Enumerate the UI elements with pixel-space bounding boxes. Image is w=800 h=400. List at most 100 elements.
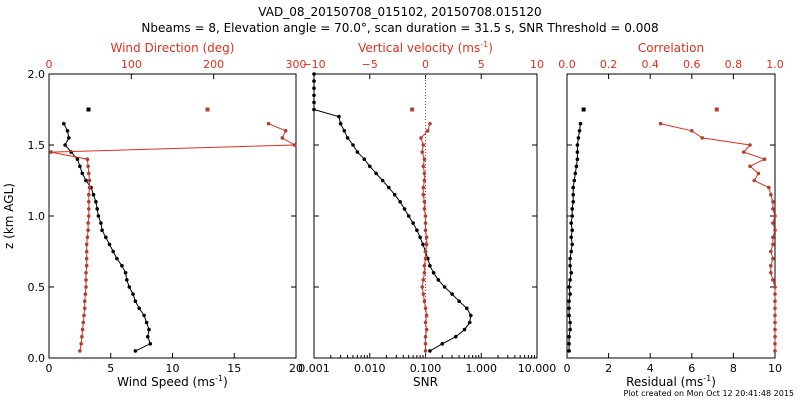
wind-wind-speed-point: [115, 256, 119, 261]
wind-top-tick-label: 0: [46, 58, 53, 71]
wind-wind-direction-point: [86, 221, 90, 225]
snr-snr-point: [338, 121, 343, 126]
corr-bottom-axis-label-main: Residual (ms: [626, 375, 703, 389]
snr-snr-point: [368, 164, 372, 169]
snr-vertical-velocity-point: [423, 221, 428, 225]
corr-residual-point: [567, 299, 571, 304]
snr-vertical-velocity-point: [424, 235, 429, 240]
wind-bottom-tick-label: 10: [166, 362, 180, 375]
snr-snr-point: [469, 313, 473, 318]
y-axis-label: z (km AGL): [2, 183, 16, 249]
wind-wind-speed-point: [75, 157, 80, 161]
wind-wind-direction-point: [82, 313, 86, 318]
wind-bottom-tick-label: 0: [46, 362, 53, 375]
corr-correlation-point: [658, 121, 663, 126]
wind-wind-speed-point: [80, 171, 85, 176]
snr-snr-point: [411, 221, 415, 225]
snr-snr-point: [454, 334, 458, 339]
wind-top-axis-label: Wind Direction (deg): [111, 41, 235, 55]
snr-snr-point: [465, 306, 469, 311]
corr-top-axis-label: Correlation: [638, 41, 704, 55]
snr-vertical-velocity-point: [428, 121, 432, 126]
snr-bottom-tick-label: 0.010: [354, 362, 386, 375]
corr-correlation-point: [773, 228, 777, 232]
snr-snr-point: [374, 171, 378, 176]
wind-wind-direction-point: [84, 242, 89, 247]
wind-wind-speed-point: [120, 263, 124, 268]
snr-vertical-velocity-point: [422, 200, 427, 204]
corr-correlation-point: [771, 278, 775, 282]
footer-note: Plot created on Mon Oct 12 20:41:48 2015: [624, 389, 794, 398]
snr-top-tick-label: −5: [362, 58, 378, 71]
snr-vertical-velocity-point: [421, 292, 426, 296]
corr-correlation-point: [773, 349, 777, 353]
corr-correlation-point: [773, 292, 777, 296]
wind-wind-direction-point: [87, 200, 91, 204]
wind-wind-direction-point: [84, 271, 88, 275]
corr-isolated-residual-point: [581, 107, 586, 112]
snr-vertical-velocity-point: [425, 129, 430, 133]
wind-wind-direction-point: [49, 150, 53, 154]
snr-bottom-tick-label: 10.000: [518, 362, 557, 375]
wind-wind-speed-point: [144, 320, 149, 325]
wind-wind-speed-point: [63, 143, 67, 147]
wind-y-tick-label: 1.0: [28, 210, 46, 223]
wind-wind-speed-point: [94, 200, 98, 204]
snr-snr-point: [312, 107, 316, 112]
snr-snr-point: [418, 235, 422, 240]
wind-wind-speed-point: [107, 242, 112, 247]
snr-top-tick-label: 10: [530, 58, 544, 71]
corr-residual-point: [567, 313, 571, 318]
corr-correlation-point: [771, 256, 775, 261]
wind-wind-direction-point: [87, 178, 92, 183]
snr-vertical-velocity-point: [422, 178, 427, 183]
wind-wind-speed-point: [125, 278, 129, 282]
wind-frame: [48, 73, 297, 359]
wind-y-tick-label: 0.5: [28, 281, 46, 294]
corr-top-tick-label: 1.0: [766, 58, 784, 71]
corr-correlation-point: [773, 285, 777, 289]
corr-correlation-point: [769, 263, 773, 268]
figure-title-line1: VAD_08_20150708_015102, 20150708.015120: [258, 5, 541, 19]
corr-correlation-point: [773, 214, 777, 218]
wind-wind-direction-point: [82, 306, 87, 311]
wind-wind-speed-point: [99, 221, 103, 225]
corr-correlation-point: [742, 150, 746, 154]
corr-correlation-point: [773, 320, 777, 325]
snr-top-axis-label-end: ): [488, 41, 493, 55]
wind-wind-direction-point: [85, 157, 90, 161]
wind-wind-speed-point: [67, 136, 71, 140]
snr-snr-point: [421, 242, 425, 247]
corr-top-tick-label: 0.6: [683, 58, 701, 71]
corr-bottom-tick-label: 0: [564, 362, 571, 375]
wind-wind-direction-point: [84, 263, 89, 268]
corr-bottom-axis-label-sup: -1: [703, 374, 711, 383]
snr-vertical-velocity-point: [423, 249, 428, 254]
wind-wind-speed-point: [131, 292, 135, 296]
snr-snr-point: [457, 299, 461, 304]
wind-wind-speed-point: [78, 164, 82, 169]
snr-vertical-velocity-point: [422, 263, 427, 268]
corr-bottom-tick-label: 10: [768, 362, 782, 375]
snr-snr-point: [462, 327, 467, 332]
corr-residual-point: [568, 327, 572, 332]
snr-vertical-velocity-point: [421, 143, 426, 147]
wind-bottom-axis-label-end: ): [223, 375, 228, 389]
snr-vertical-velocity-point: [424, 327, 429, 332]
corr-residual-point: [572, 178, 577, 183]
snr-snr-point: [312, 100, 316, 105]
wind-wind-speed-point: [65, 129, 70, 133]
wind-wind-direction-point: [87, 192, 91, 197]
wind-wind-direction-point: [80, 327, 85, 332]
wind-wind-speed-point: [137, 306, 141, 311]
snr-vertical-velocity-point: [423, 349, 428, 353]
wind-isolated-direction-point: [205, 107, 210, 112]
corr-residual-point: [569, 271, 573, 275]
snr-vertical-velocity-point: [422, 299, 427, 304]
wind-top-tick-label: 200: [203, 58, 224, 71]
corr-isolated-corr-point: [714, 107, 719, 112]
snr-snr-point: [355, 150, 360, 154]
wind-wind-speed-point: [104, 235, 108, 240]
